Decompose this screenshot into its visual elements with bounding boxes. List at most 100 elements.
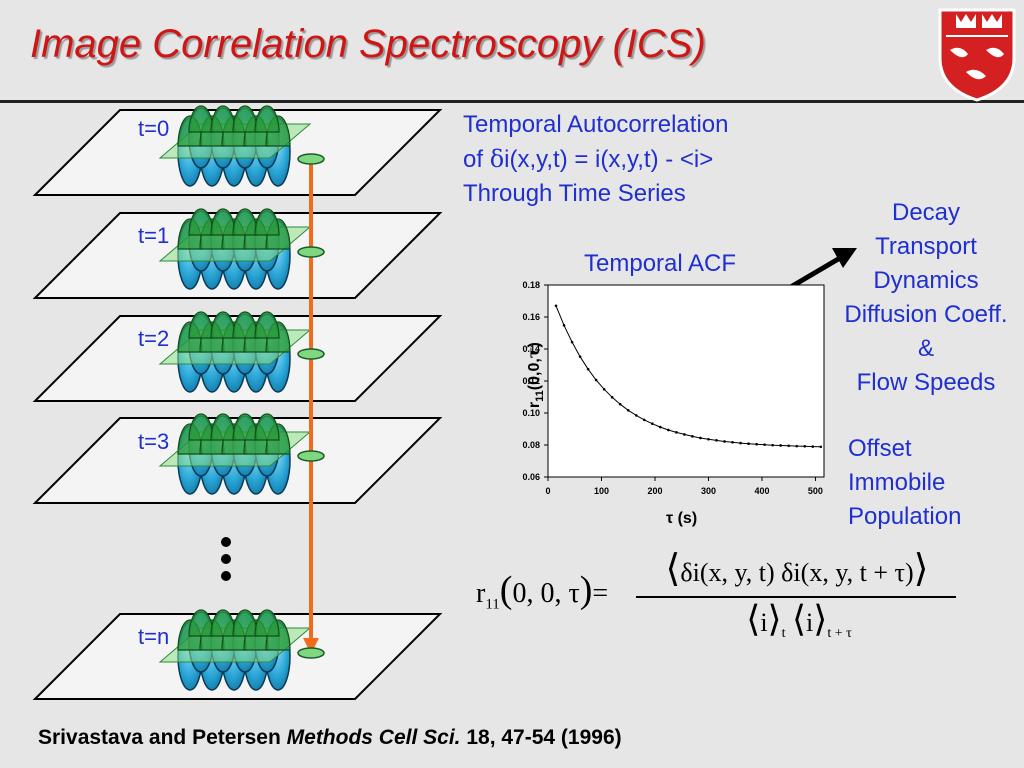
acf-data-point bbox=[562, 324, 566, 327]
autocorr-line-2: of δi(x,y,t) = i(x,y,t) - <i> bbox=[463, 142, 728, 177]
acf-data-point bbox=[819, 445, 823, 449]
acf-data-point bbox=[715, 439, 718, 442]
equation-sub-t-tau: t + τ bbox=[827, 626, 852, 642]
equation-i-1: i bbox=[760, 608, 768, 637]
acf-data-point bbox=[594, 378, 598, 382]
acf-title: Temporal ACF bbox=[584, 250, 737, 277]
citation-details: 18, 47-54 (1996) bbox=[460, 726, 622, 749]
acf-data-point bbox=[667, 428, 670, 432]
offset-outcome-item: Immobile bbox=[848, 469, 946, 496]
acf-x-axis-label: τ (s) bbox=[666, 510, 698, 527]
y-tick-label: 0.08 bbox=[522, 440, 540, 450]
offset-outcome-item: Population bbox=[848, 503, 962, 530]
image-plane-t1 bbox=[32, 208, 443, 299]
equation-sub-t: t bbox=[781, 626, 786, 642]
equation-denominator: ⟨i⟩t ⟨i⟩t + τ bbox=[746, 599, 852, 642]
acf-data-point bbox=[699, 436, 702, 440]
x-tick-label: 400 bbox=[754, 486, 769, 496]
acf-data-point bbox=[634, 414, 638, 417]
frame-label-t0: t=0 bbox=[138, 116, 170, 141]
citation: Srivastava and Petersen Methods Cell Sci… bbox=[38, 726, 622, 750]
time-series-arrow bbox=[303, 160, 319, 654]
autocorr-prefix: of bbox=[463, 146, 490, 173]
x-tick-label: 200 bbox=[647, 486, 662, 496]
offset-outcomes-list: Offset Immobile Population bbox=[848, 432, 961, 534]
acf-data-point bbox=[771, 443, 774, 447]
equation-fraction-bar bbox=[636, 596, 956, 598]
image-plane-t2 bbox=[32, 311, 443, 402]
y-tick-label: 0.14 bbox=[522, 344, 540, 354]
x-tick-label: 500 bbox=[808, 486, 823, 496]
acf-data-point bbox=[795, 444, 799, 448]
image-plane-t3 bbox=[32, 413, 443, 504]
acf-data-point bbox=[803, 444, 807, 448]
frame-label-t2: t=2 bbox=[138, 326, 170, 351]
dynamics-outcome-item: & bbox=[917, 335, 934, 362]
acf-data-point bbox=[755, 442, 758, 446]
acf-data-point bbox=[691, 435, 694, 438]
temporal-acf-chart: 0.06 0.08 0.10 0.12 0.14 0.16 0.18 0 100 200 300 4… bbox=[522, 280, 825, 496]
dynamics-outcome-item: Decay bbox=[891, 199, 961, 226]
acf-data-point bbox=[739, 441, 742, 445]
y-tick-label: 0.10 bbox=[522, 408, 540, 418]
acf-data-point bbox=[651, 422, 654, 426]
acf-data-point bbox=[570, 340, 574, 344]
dynamics-outcomes-list: Decay Transport Dynamics Diffusion Coeff. & F… bbox=[826, 196, 1024, 400]
equation-r-subscript: 11 bbox=[485, 596, 500, 613]
equation-numerator-text: δi(x, y, t) δi(x, y, t + τ) bbox=[680, 558, 914, 587]
acf-data-point bbox=[779, 444, 782, 447]
acf-data-point bbox=[602, 388, 606, 391]
title-divider bbox=[0, 100, 1024, 103]
y-tick-label: 0.06 bbox=[522, 472, 540, 482]
acf-data-point bbox=[723, 440, 726, 443]
acf-y-axis-label: r11(0,0,τ) bbox=[523, 342, 547, 409]
y-tick-label: 0.12 bbox=[522, 376, 540, 386]
slide-title: Image Correlation Spectroscopy (ICS) bbox=[30, 22, 706, 66]
acf-data-point bbox=[659, 425, 662, 429]
acf-data-point bbox=[707, 437, 710, 441]
acf-data-point bbox=[811, 445, 815, 448]
frame-label-tn: t=n bbox=[138, 624, 170, 649]
citation-authors: Srivastava and Petersen bbox=[38, 726, 287, 749]
acf-data-point bbox=[554, 304, 558, 308]
acf-data-point bbox=[787, 444, 790, 448]
y-tick-label: 0.18 bbox=[522, 280, 540, 290]
acf-data-point bbox=[626, 408, 630, 412]
acf-data-point bbox=[763, 443, 766, 446]
ellipsis-dots bbox=[221, 537, 231, 581]
autocorr-definition: i(x,y,t) = i(x,y,t) - <i> bbox=[504, 146, 714, 173]
delta-symbol: δ bbox=[489, 145, 505, 173]
acf-data-point bbox=[675, 431, 678, 434]
acf-data-point bbox=[610, 396, 614, 399]
acf-equation: r11(0, 0, τ)= ⟨δi(x, y, t) δi(x, y, t + … bbox=[476, 546, 966, 656]
acf-data-point bbox=[683, 433, 686, 436]
acf-data-point bbox=[586, 367, 590, 371]
equation-r: r bbox=[476, 578, 486, 609]
acf-data-point bbox=[747, 442, 750, 446]
dynamics-outcome-item: Diffusion Coeff. bbox=[844, 301, 1008, 328]
y-tick-label: 0.16 bbox=[522, 312, 540, 322]
image-plane-t0 bbox=[32, 105, 443, 196]
acf-data-point bbox=[731, 440, 734, 444]
offset-outcome-item: Offset bbox=[848, 435, 912, 462]
pixel-markers bbox=[297, 153, 325, 659]
autocorr-line-1: Temporal Autocorrelation bbox=[463, 111, 729, 138]
acf-data-point bbox=[578, 355, 582, 358]
autocorrelation-description: Temporal Autocorrelation of δi(x,y,t) = … bbox=[463, 108, 728, 211]
dynamics-outcome-item: Transport bbox=[875, 233, 977, 260]
x-tick-label: 100 bbox=[594, 486, 609, 496]
dynamics-outcome-item: Dynamics bbox=[873, 267, 979, 294]
image-plane-tn bbox=[32, 609, 443, 700]
x-tick-label: 300 bbox=[701, 486, 716, 496]
frame-label-t1: t=1 bbox=[138, 223, 170, 248]
acf-data-point bbox=[618, 402, 622, 406]
equation-lhs: r11(0, 0, τ)= bbox=[476, 569, 609, 613]
acf-data-point bbox=[642, 418, 646, 422]
x-tick-label: 0 bbox=[545, 486, 550, 496]
acf-series-line bbox=[555, 305, 821, 448]
equation-numerator: ⟨δi(x, y, t) δi(x, y, t + τ)⟩ bbox=[665, 548, 929, 590]
equation-args: 0, 0, τ bbox=[512, 578, 580, 609]
university-crest-logo bbox=[938, 8, 1016, 102]
equation-i-2: i bbox=[806, 608, 814, 637]
